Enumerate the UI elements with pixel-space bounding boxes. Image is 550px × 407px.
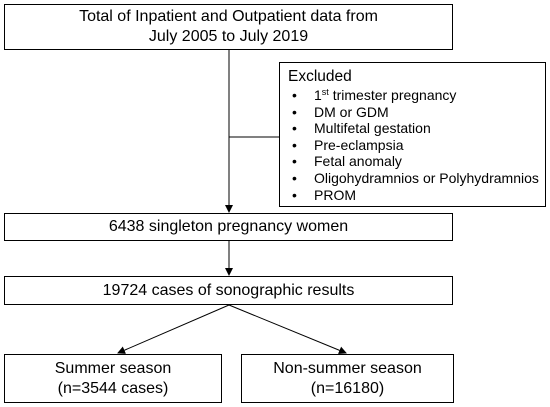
arrow-sonographic-to-summer — [117, 304, 230, 354]
excluded-item: Pre-eclampsia — [288, 137, 545, 154]
sonographic-results-text: 19724 cases of sonographic results — [102, 281, 355, 299]
excluded-list: 1st trimester pregnancy DM or GDM Multif… — [288, 87, 545, 203]
excluded-item: Oligohydramnios or Polyhydramnios — [288, 170, 545, 187]
summer-season-box: Summer season (n=3544 cases) — [4, 354, 222, 403]
excluded-item-first-prefix: 1 — [314, 87, 322, 103]
excluded-item-first-superscript: st — [321, 87, 329, 97]
singleton-pregnancy-box: 6438 singleton pregnancy women — [4, 213, 453, 241]
excluded-title: Excluded — [288, 68, 352, 85]
excluded-item-first-suffix: trimester pregnancy — [328, 87, 457, 103]
excluded-criteria-box: Excluded 1st trimester pregnancy DM or G… — [279, 62, 546, 207]
excluded-item-first-trimester: 1st trimester pregnancy — [288, 87, 545, 104]
arrow-sonographic-to-nonsummer — [228, 304, 347, 355]
non-summer-season-count: (n=16180) — [310, 379, 385, 397]
summer-season-label: Summer season — [54, 359, 172, 377]
singleton-pregnancy-text: 6438 singleton pregnancy women — [108, 218, 349, 235]
sonographic-results-box: 19724 cases of sonographic results — [4, 276, 453, 305]
excluded-item: Multifetal gestation — [288, 120, 545, 137]
source-data-line2: July 2005 to July 2019 — [148, 28, 309, 45]
excluded-item: Fetal anomaly — [288, 153, 545, 170]
source-data-box: Total of Inpatient and Outpatient data f… — [4, 4, 453, 50]
excluded-item: DM or GDM — [288, 104, 545, 121]
source-data-line1: Total of Inpatient and Outpatient data f… — [79, 8, 378, 25]
non-summer-season-box: Non-summer season (n=16180) — [241, 354, 454, 403]
non-summer-season-label: Non-summer season — [273, 359, 422, 377]
summer-season-count: (n=3544 cases) — [57, 379, 169, 397]
excluded-item: PROM — [288, 187, 545, 204]
